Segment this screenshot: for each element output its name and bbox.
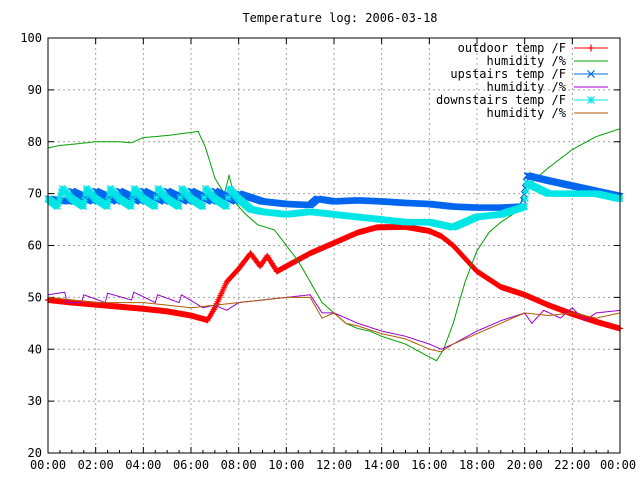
xtick-label: 12:00	[316, 458, 352, 472]
series-5	[47, 296, 621, 353]
xtick-label: 10:00	[268, 458, 304, 472]
ytick-label: 70	[28, 187, 42, 201]
plot-frame	[47, 37, 621, 454]
ytick-label: 30	[28, 394, 42, 408]
ytick-label: 100	[20, 31, 42, 45]
series-4	[44, 179, 624, 231]
series-markers	[44, 179, 624, 231]
xtick-label: 18:00	[459, 458, 495, 472]
legend-label: humidity /%	[487, 80, 567, 94]
series-line	[47, 296, 621, 353]
legend-label: outdoor temp /F	[458, 41, 566, 55]
series-markers	[45, 223, 623, 332]
ytick-label: 50	[28, 290, 42, 304]
legend-marker	[587, 44, 595, 52]
ytick-label: 20	[28, 446, 42, 460]
axes: 20 30 40 50 60 70 80 90 100 00:00 02:00 04:00 06:00 0…	[20, 31, 636, 472]
xtick-label: 16:00	[411, 458, 447, 472]
xtick-label: 08:00	[221, 458, 257, 472]
xtick-label: 04:00	[125, 458, 161, 472]
xtick-label: 14:00	[364, 458, 400, 472]
xtick-label: 22:00	[554, 458, 590, 472]
xtick-label: 02:00	[78, 458, 114, 472]
ytick-label: 80	[28, 135, 42, 149]
xtick-label: 00:00	[30, 458, 66, 472]
xtick-label: 06:00	[173, 458, 209, 472]
ytick-label: 60	[28, 239, 42, 253]
ytick-label: 90	[28, 83, 42, 97]
legend-marker	[587, 96, 595, 104]
xtick-label: 00:00	[600, 458, 636, 472]
legend-label: downstairs temp /F	[436, 93, 566, 107]
chart-title: Temperature log: 2006-03-18	[242, 11, 437, 25]
series-0	[45, 223, 623, 332]
xtick-label: 20:00	[507, 458, 543, 472]
legend-marker	[587, 70, 595, 78]
legend-label: upstairs temp /F	[450, 67, 566, 81]
ytick-label: 40	[28, 342, 42, 356]
legend-label: humidity /%	[487, 106, 567, 120]
legend-label: humidity /%	[487, 54, 567, 68]
